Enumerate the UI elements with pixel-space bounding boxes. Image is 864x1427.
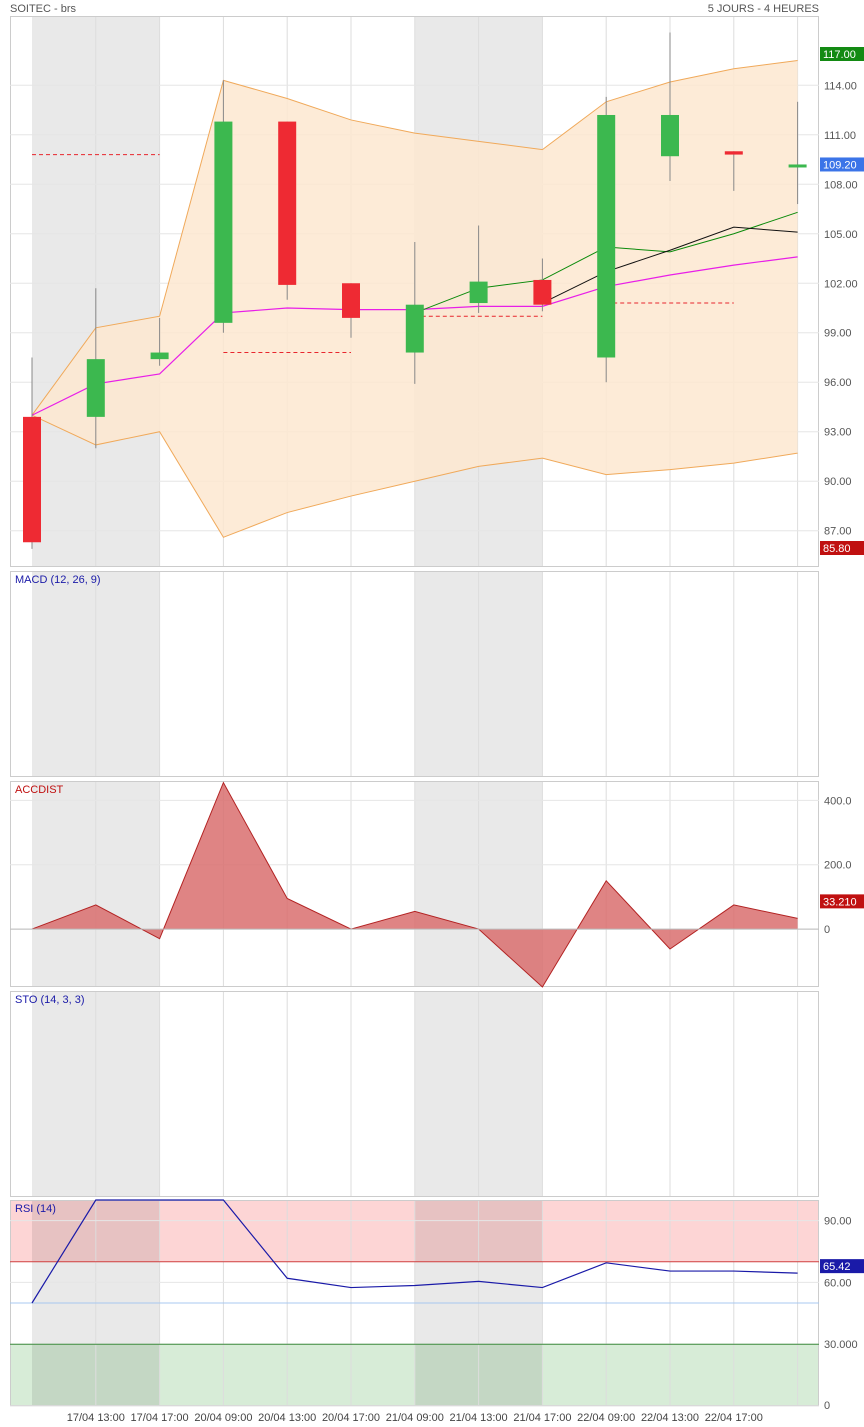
last-price-badge-bg — [820, 157, 864, 172]
accdist-tick-label: 200.0 — [824, 860, 852, 872]
price-panel-content: 87.00 90.00 93.00 96.00 99.00 102.00 105.00 108… — [10, 32, 864, 555]
rsi-title: RSI (14) — [15, 1203, 56, 1215]
panel-rsi — [10, 1200, 819, 1406]
rsi-panel-content: 0 30.000 60.00 90.00 RSI (14) 65.42 — [10, 1199, 864, 1412]
candle-body-2 — [150, 352, 169, 360]
rsi-last-badge: 65.42 — [823, 1261, 851, 1273]
candle-body-9 — [597, 114, 616, 358]
accdist-last-badge-bg — [820, 894, 864, 909]
sto-title: STO (14, 3, 3) — [15, 994, 85, 1006]
last-price-badge: 109.20 — [823, 159, 857, 171]
accdist-tick-label: 400.0 — [824, 795, 852, 807]
period-selector[interactable]: 5 JOURS - 4 HEURES — [707, 3, 819, 15]
x-tick-label: 20/04 09:00 — [194, 1412, 252, 1424]
candle-body-8 — [533, 279, 552, 305]
candle-body-1 — [86, 359, 105, 417]
accdist-area — [32, 782, 798, 987]
x-tick-label: 20/04 13:00 — [258, 1412, 316, 1424]
price-tick-label: 87.00 — [824, 526, 852, 538]
candle-body-10 — [661, 114, 679, 157]
panel-border — [10, 991, 819, 1197]
rsi-tick-label: 0 — [824, 1400, 830, 1412]
x-tick-label: 22/04 13:00 — [641, 1412, 699, 1424]
price-tick-label: 99.00 — [824, 328, 852, 340]
price-tick-label: 111.00 — [824, 130, 856, 142]
candle-body-0 — [23, 416, 41, 543]
high-price-badge: 117.00 — [823, 49, 856, 61]
rsi-line — [31, 1199, 798, 1304]
rsi-tick-label: 60.00 — [824, 1277, 852, 1289]
accdist-panel-content: 0 200.0 400.0 ACCDIST 33.210 — [10, 781, 864, 988]
accdist-last-badge: 33.210 — [823, 896, 857, 908]
rsi-tick-label: 90.00 — [824, 1216, 852, 1228]
bollinger-lower-line — [31, 414, 798, 538]
x-tick-label: 17/04 13:00 — [67, 1412, 125, 1424]
candle-body-12 — [788, 164, 807, 168]
price-tick-label: 93.00 — [824, 427, 852, 439]
candle-body-11 — [724, 151, 743, 155]
mm9-line — [542, 226, 798, 304]
candle-body-6 — [405, 304, 424, 353]
candle-body-7 — [469, 281, 488, 304]
accdist-title: ACCDIST — [15, 784, 64, 796]
chart-header: SOITEC - brs 5 JOURS - 4 HEURES — [0, 0, 864, 18]
x-tick-label: 22/04 09:00 — [577, 1412, 635, 1424]
panel-border — [10, 571, 819, 777]
price-tick-label: 108.00 — [824, 179, 858, 191]
high-price-badge-bg — [820, 47, 864, 61]
panel-sto — [10, 991, 819, 1197]
x-tick-label: 21/04 13:00 — [450, 1412, 508, 1424]
x-tick-label: 21/04 09:00 — [386, 1412, 444, 1424]
panel-border — [10, 16, 819, 567]
rsi-last-badge-bg — [820, 1259, 864, 1274]
x-tick-label: 21/04 17:00 — [513, 1412, 571, 1424]
price-tick-label: 105.00 — [824, 229, 858, 241]
price-tick-label: 96.00 — [824, 377, 852, 389]
panel-border — [10, 781, 819, 987]
instrument-title: SOITEC - brs — [10, 3, 77, 15]
panel-acc — [10, 781, 819, 987]
macd-title: MACD (12, 26, 9) — [15, 574, 101, 586]
x-tick-label: 20/04 17:00 — [322, 1412, 380, 1424]
accdist-line — [31, 781, 798, 988]
x-tick-label: 22/04 17:00 — [705, 1412, 763, 1424]
x-tick-label: 17/04 17:00 — [131, 1412, 189, 1424]
rsi-tick-label: 30.000 — [824, 1339, 858, 1351]
price-tick-label: 114.00 — [824, 80, 857, 92]
panel-macd — [10, 571, 819, 777]
candle-body-3 — [214, 121, 233, 323]
candle-body-4 — [278, 121, 297, 285]
accdist-tick-label: 0 — [824, 924, 830, 936]
price-tick-label: 102.00 — [824, 278, 858, 290]
low-price-badge: 85.80 — [823, 543, 851, 555]
price-tick-label: 90.00 — [824, 476, 852, 488]
candle-body-5 — [342, 283, 360, 318]
low-price-badge-bg — [820, 541, 864, 555]
